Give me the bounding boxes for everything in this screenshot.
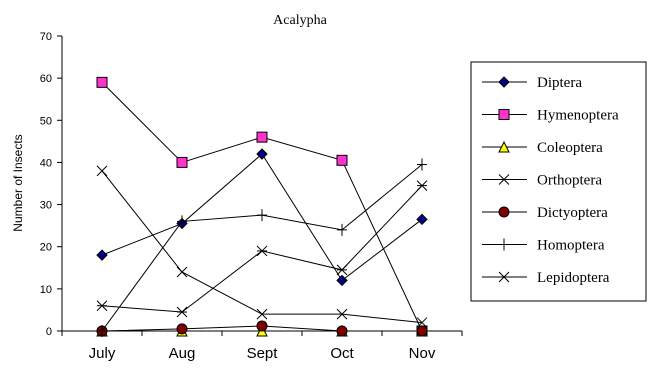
chart-title: Acalypha <box>273 13 327 28</box>
legend-label: Coleoptera <box>537 140 603 156</box>
legend-marker <box>498 109 510 120</box>
data-point-hymenoptera <box>336 154 348 166</box>
data-point-hymenoptera <box>256 131 268 143</box>
x-tick-label: Aug <box>169 345 196 362</box>
legend-box <box>470 61 647 302</box>
legend-marker <box>498 76 510 88</box>
data-point-orthoptera <box>96 165 108 177</box>
data-point-lepidoptera <box>96 300 108 312</box>
y-tick-label: 20 <box>40 242 52 254</box>
data-point-diptera <box>336 274 348 287</box>
legend: Diptera Hymenoptera Coleoptera Orthoptera Di… <box>482 75 619 286</box>
data-point-lepidoptera <box>416 180 428 191</box>
data-point-diptera <box>416 213 428 226</box>
legend-marker <box>498 271 510 283</box>
legend-label: Diptera <box>537 75 582 91</box>
data-point-hymenoptera <box>96 76 108 88</box>
series-line-homoptera <box>101 164 423 332</box>
legend-label: Orthoptera <box>537 173 602 189</box>
y-tick-label: 40 <box>40 157 52 169</box>
data-point-orthoptera <box>336 308 348 320</box>
data-point-orthoptera <box>416 317 428 328</box>
series-line-hymenoptera <box>101 82 423 332</box>
legend-label: Dictyoptera <box>537 205 608 221</box>
legend-label: Lepidoptera <box>537 270 610 286</box>
series-line-orthoptera <box>101 170 423 324</box>
y-tick-label: 10 <box>40 284 52 296</box>
series-orthoptera <box>96 165 428 328</box>
series-lepidoptera <box>96 180 428 318</box>
x-tick-label: Nov <box>409 345 436 362</box>
data-point-homoptera <box>177 215 187 228</box>
data-point-homoptera <box>417 158 427 171</box>
data-point-homoptera <box>257 209 267 222</box>
legend-marker <box>498 206 510 218</box>
legend-label: Hymenoptera <box>537 108 619 124</box>
axes: 0 10 20 30 40 50 60 70 July Aug Sept Oct Nov <box>40 31 463 362</box>
legend-item-coleoptera: Coleoptera <box>482 140 603 156</box>
data-point-diptera <box>256 148 268 160</box>
legend-item-hymenoptera: Hymenoptera <box>482 108 619 124</box>
y-tick-label: 30 <box>40 200 52 212</box>
x-tick-label: Sept <box>247 345 279 362</box>
y-tick-label: 70 <box>40 31 52 43</box>
legend-item-diptera: Diptera <box>482 75 582 91</box>
legend-item-dictyoptera: Dictyoptera <box>482 205 608 221</box>
legend-label: Homoptera <box>537 238 605 254</box>
legend-marker <box>499 238 509 251</box>
data-point-orthoptera <box>176 266 188 278</box>
legend-marker <box>498 174 510 185</box>
x-tick-label: July <box>89 345 116 362</box>
legend-item-lepidoptera: Lepidoptera <box>482 270 610 286</box>
data-point-dictyoptera <box>336 325 348 337</box>
y-tick-label: 0 <box>46 326 52 338</box>
data-point-dictyoptera <box>256 320 268 332</box>
data-point-dictyoptera <box>416 325 428 337</box>
series-line-lepidoptera <box>101 185 423 313</box>
data-point-hymenoptera <box>176 156 188 168</box>
series-homoptera <box>97 158 427 337</box>
data-point-lepidoptera <box>176 306 188 318</box>
data-point-diptera <box>96 249 108 261</box>
data-point-lepidoptera <box>256 245 268 257</box>
data-point-homoptera <box>97 325 107 337</box>
data-point-dictyoptera <box>176 323 188 335</box>
y-axis-label: Number of Insects <box>11 134 25 231</box>
legend-marker <box>498 140 510 153</box>
data-point-lepidoptera <box>336 264 348 276</box>
y-tick-label: 50 <box>40 115 52 127</box>
data-point-orthoptera <box>256 308 268 320</box>
data-point-homoptera <box>337 223 347 236</box>
series-hymenoptera <box>96 76 428 337</box>
y-tick-label: 60 <box>40 73 52 85</box>
legend-item-orthoptera: Orthoptera <box>482 173 602 189</box>
plot-area <box>96 76 428 337</box>
x-tick-label: Oct <box>330 345 354 362</box>
legend-item-homoptera: Homoptera <box>482 238 605 254</box>
